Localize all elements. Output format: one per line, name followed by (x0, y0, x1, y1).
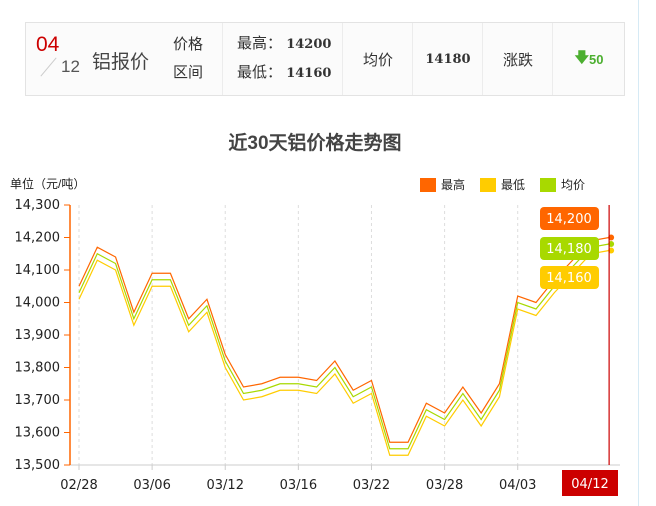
range-label-2: 区间 (172, 64, 203, 81)
y-axis-unit: 单位（元/吨） (10, 177, 86, 191)
crosshair-date-box (562, 470, 618, 496)
y-tick-label: 14,000 (15, 296, 61, 311)
y-tick-label: 14,300 (15, 198, 61, 213)
change-value-cell: 🡇 50 (552, 23, 625, 95)
legend-label: 均价 (561, 178, 586, 192)
range-label: 价格 区间 (154, 23, 222, 95)
tooltip-value: 14,200 (546, 212, 592, 227)
series-line-0 (78, 236, 610, 443)
y-tick-label: 13,600 (15, 426, 61, 441)
y-tick-label: 14,200 (15, 231, 61, 246)
x-tick-label: 03/28 (426, 478, 463, 493)
change-value: 50 (588, 51, 604, 67)
avg-label: 均价 (342, 23, 413, 95)
side-panel-edge (638, 0, 656, 506)
tooltip-label (540, 207, 599, 230)
legend-high[interactable]: 最高 (420, 176, 465, 193)
tooltip-value: 14,160 (546, 271, 592, 286)
high-value: 14200 (286, 37, 332, 52)
price-summary-bar: 04 12 铝报价 价格 区间 最高： 14200 最低： 14160 均价 1… (25, 22, 625, 96)
y-tick-label: 13,500 (15, 458, 61, 473)
crosshair-date: 04/12 (571, 477, 608, 492)
date-day: 12 (61, 57, 80, 76)
chart-title: 近30天铝价格走势图 (228, 133, 402, 154)
x-tick-label: 03/22 (353, 478, 390, 493)
y-tick-label: 13,700 (15, 393, 61, 408)
change-label: 涨跌 (482, 23, 553, 95)
legend-label: 最高 (441, 178, 466, 192)
tooltip-value: 14,180 (546, 242, 592, 257)
x-tick-label: 03/06 (133, 478, 170, 493)
series-line-2 (78, 243, 610, 450)
x-tick-label: 04/03 (499, 478, 536, 493)
x-tick-label: 03/16 (280, 478, 317, 493)
y-tick-label: 14,100 (15, 263, 61, 278)
range-label-1: 价格 (172, 36, 203, 53)
y-tick-label: 13,800 (15, 361, 61, 376)
date-month: 04 (36, 33, 60, 56)
tooltip-label (540, 237, 599, 260)
series-line-1 (78, 249, 610, 456)
low-value: 14160 (286, 66, 332, 81)
arrow-down-icon: 🡇 (574, 49, 589, 65)
legend-low[interactable]: 最低 (480, 176, 525, 193)
avg-value: 14180 (412, 23, 483, 95)
high-label: 最高： (237, 35, 283, 52)
tooltip-label (540, 266, 599, 289)
range-values: 最高： 14200 最低： 14160 (222, 23, 342, 95)
legend-label: 最低 (501, 178, 526, 192)
x-tick-label: 03/12 (207, 478, 244, 493)
metal-title: 铝报价 (92, 52, 150, 73)
y-tick-label: 13,900 (15, 328, 61, 343)
x-tick-label: 02/28 (60, 478, 97, 493)
legend-avg[interactable]: 均价 (540, 176, 585, 193)
low-label: 最低： (237, 64, 283, 81)
